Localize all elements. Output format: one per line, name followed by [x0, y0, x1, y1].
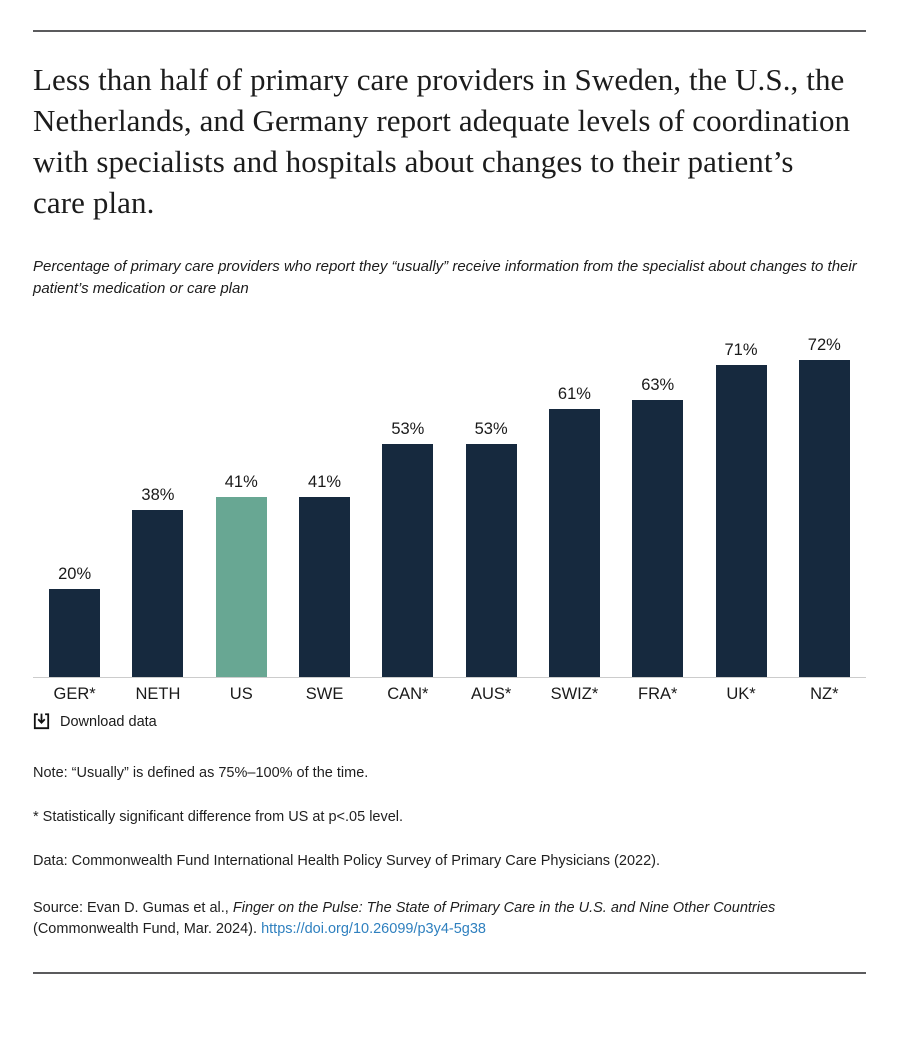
- doi-link[interactable]: https://doi.org/10.26099/p3y4-5g38: [261, 921, 486, 937]
- bar: [632, 399, 684, 677]
- bar: [132, 509, 184, 677]
- bar-group: 53%: [366, 420, 449, 677]
- bar-group: 71%: [699, 341, 782, 677]
- source-prefix: Source: Evan D. Gumas et al.,: [33, 900, 233, 916]
- category-label: UK*: [726, 685, 756, 703]
- download-label: Download data: [60, 713, 157, 730]
- bar-group: 72%: [783, 336, 866, 677]
- source-suffix: (Commonwealth Fund, Mar. 2024).: [33, 921, 262, 937]
- bar-value-label: 41%: [308, 472, 342, 491]
- category-label: AUS*: [470, 685, 512, 703]
- category-label: SWIZ*: [550, 685, 599, 703]
- bar: [798, 360, 850, 677]
- category-label: NZ*: [810, 685, 839, 703]
- bar-value-label: 61%: [557, 384, 591, 403]
- bar-group: 20%: [33, 565, 116, 677]
- bar-value-label: 63%: [641, 375, 675, 394]
- bar-group: 53%: [449, 420, 532, 677]
- download-data-button[interactable]: Download data: [33, 713, 157, 730]
- bar: [49, 589, 101, 677]
- bar-chart-plot: 20% 38% 41% 41% 53% 53% 61% 63% 71% 72%: [33, 336, 866, 678]
- bar: [215, 496, 267, 677]
- bar: [465, 443, 517, 677]
- bar-group: 63%: [616, 376, 699, 677]
- bottom-divider: [33, 972, 866, 974]
- bar: [715, 364, 767, 677]
- bar: [299, 496, 351, 677]
- bar-value-label: 53%: [474, 419, 508, 438]
- bar-value-label: 41%: [224, 472, 258, 491]
- note-definition: Note: “Usually” is defined as 75%–100% o…: [33, 765, 369, 781]
- category-axis: GER* NETH US SWE CAN* AUS* SWIZ* FRA* UK* NZ*: [33, 678, 866, 704]
- bar-group: 38%: [116, 486, 199, 677]
- category-label: CAN*: [387, 685, 429, 703]
- bar-group: 41%: [200, 473, 283, 677]
- chart-subtitle: Percentage of primary care providers who…: [33, 258, 857, 297]
- bar: [548, 408, 600, 677]
- bar-group: 61%: [533, 385, 616, 677]
- bar-value-label: 53%: [391, 419, 425, 438]
- category-label: GER*: [53, 685, 96, 703]
- bar-value-label: 20%: [58, 565, 92, 583]
- source-publication-title: Finger on the Pulse: The State of Primar…: [232, 900, 776, 916]
- source-citation: Source: Evan D. Gumas et al., Finger on …: [33, 898, 865, 940]
- download-icon: [33, 713, 50, 730]
- bar-group: 41%: [283, 473, 366, 677]
- category-label: SWE: [305, 685, 344, 703]
- top-divider: [33, 30, 866, 32]
- category-label: NETH: [135, 685, 181, 703]
- bar-value-label: 71%: [724, 340, 758, 359]
- category-label: FRA*: [638, 685, 678, 703]
- bar: [382, 443, 434, 677]
- bar-value-label: 72%: [807, 336, 841, 355]
- category-label: US: [229, 685, 253, 703]
- bar-value-label: 38%: [141, 485, 175, 504]
- note-significance: * Statistically significant difference f…: [33, 809, 404, 825]
- report-page: Less than half of primary care providers…: [0, 30, 900, 1047]
- note-data-source: Data: Commonwealth Fund International He…: [33, 853, 660, 869]
- chart-title: Less than half of primary care providers…: [33, 62, 851, 220]
